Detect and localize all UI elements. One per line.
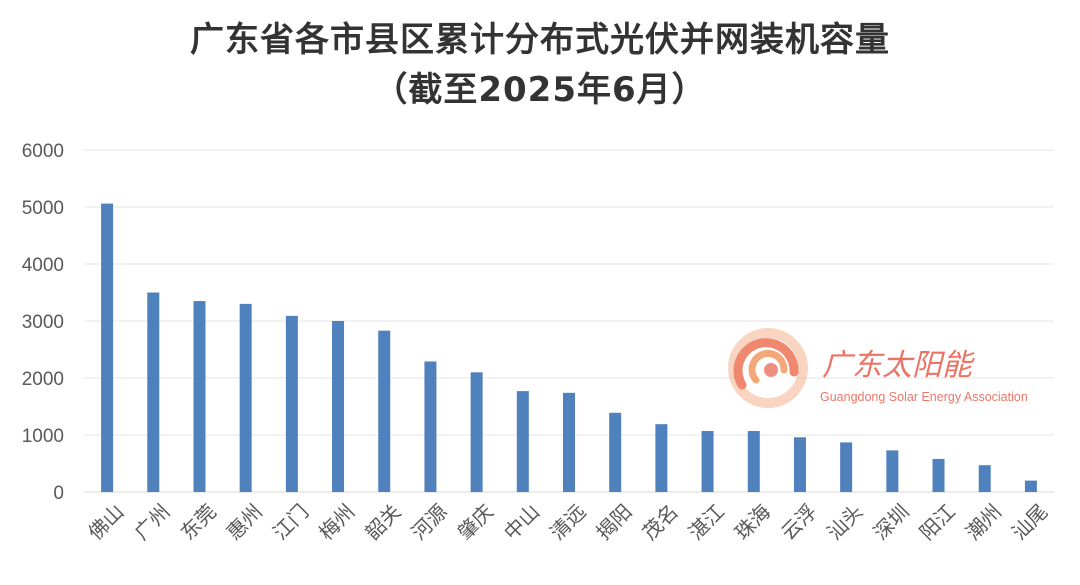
bar-珠海 bbox=[747, 431, 760, 492]
y-tick-label: 1000 bbox=[22, 426, 64, 447]
x-tick-label: 阳江 bbox=[915, 499, 960, 544]
bar-惠州 bbox=[239, 303, 252, 492]
bar-肇庆 bbox=[470, 372, 483, 492]
y-axis-ticks: 0 1000 2000 3000 4000 5000 6000 bbox=[22, 141, 64, 504]
chart-title: 广东省各市县区累计分布式光伏并网装机容量 bbox=[190, 20, 890, 60]
bar-佛山 bbox=[101, 203, 114, 492]
bar-梅州 bbox=[332, 321, 345, 492]
bar-汕头 bbox=[840, 442, 853, 492]
x-tick-label: 湛江 bbox=[684, 499, 729, 544]
bar-清远 bbox=[563, 392, 575, 492]
x-axis-ticks: 佛山 广州 东莞 惠州 江门 梅州 韶关 河源 肇庆 中山 清远 揭阳 茂名 湛江 珠海 云浮 汕头 深圳 阳江 潮州… bbox=[83, 499, 1052, 544]
bars bbox=[101, 203, 1037, 492]
bar-阳江 bbox=[932, 458, 945, 492]
watermark-subtitle: Guangdong Solar Energy Association bbox=[820, 390, 1028, 404]
sun-logo-icon bbox=[728, 328, 808, 408]
y-tick-label: 2000 bbox=[22, 369, 64, 390]
bar-河源 bbox=[424, 361, 437, 492]
x-tick-label: 茂名 bbox=[638, 499, 683, 544]
y-tick-label: 5000 bbox=[22, 198, 64, 219]
chart-subtitle: （截至2025年6月） bbox=[373, 70, 707, 110]
x-tick-label: 肇庆 bbox=[453, 499, 498, 544]
bar-茂名 bbox=[655, 424, 668, 492]
x-tick-label: 江门 bbox=[268, 499, 313, 544]
y-tick-label: 3000 bbox=[22, 312, 64, 333]
x-tick-label: 惠州 bbox=[222, 499, 267, 544]
x-tick-label: 中山 bbox=[499, 499, 544, 544]
x-tick-label: 汕尾 bbox=[1007, 499, 1052, 544]
x-tick-label: 河源 bbox=[407, 499, 452, 544]
bar-广州 bbox=[147, 292, 160, 492]
bar-东莞 bbox=[193, 301, 206, 492]
x-tick-label: 梅州 bbox=[314, 499, 359, 544]
bar-潮州 bbox=[978, 465, 991, 492]
watermark-name: 广东太阳能 bbox=[822, 348, 975, 383]
bar-湛江 bbox=[701, 431, 714, 492]
x-tick-label: 珠海 bbox=[730, 499, 775, 544]
x-tick-label: 清远 bbox=[545, 499, 590, 544]
x-tick-label: 韶关 bbox=[360, 499, 405, 544]
bar-揭阳 bbox=[609, 412, 622, 492]
y-tick-label: 6000 bbox=[22, 141, 64, 162]
bar-江门 bbox=[285, 315, 298, 492]
bar-深圳 bbox=[886, 450, 899, 492]
bar-中山 bbox=[516, 391, 529, 492]
x-tick-label: 东莞 bbox=[176, 499, 221, 544]
bar-云浮 bbox=[793, 437, 806, 492]
x-tick-label: 揭阳 bbox=[591, 499, 636, 544]
x-tick-label: 汕头 bbox=[822, 499, 867, 544]
x-tick-label: 云浮 bbox=[776, 499, 821, 544]
bar-汕尾 bbox=[1024, 480, 1037, 492]
y-tick-label: 0 bbox=[53, 483, 64, 504]
y-tick-label: 4000 bbox=[22, 255, 64, 276]
bar-韶关 bbox=[378, 330, 391, 492]
x-tick-label: 佛山 bbox=[83, 499, 128, 544]
x-tick-label: 广州 bbox=[129, 499, 174, 544]
x-tick-label: 深圳 bbox=[869, 499, 914, 544]
watermark-logo: 广东太阳能 Guangdong Solar Energy Association bbox=[728, 328, 1028, 408]
x-tick-label: 潮州 bbox=[961, 499, 1006, 544]
